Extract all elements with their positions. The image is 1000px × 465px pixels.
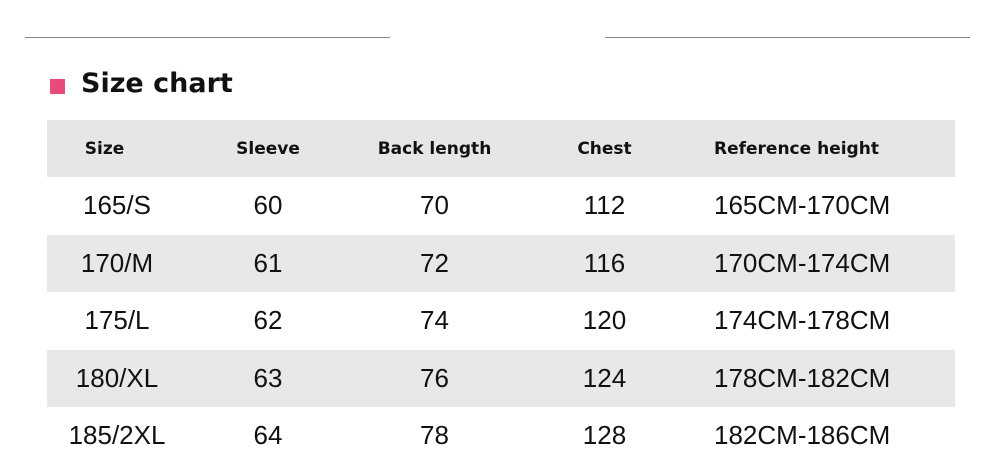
divider-left: [25, 37, 390, 38]
cell-back-length: 70: [420, 190, 449, 221]
header-chest: Chest: [577, 138, 632, 159]
cell-back-length: 72: [420, 247, 449, 278]
cell-back-length: 76: [420, 362, 449, 393]
cell-chest: 128: [582, 420, 627, 451]
cell-sleeve: 63: [253, 362, 283, 393]
table-row: 180/XL 63 76 124 178CM-182CM: [47, 349, 955, 407]
square-bullet-icon: [50, 79, 65, 94]
cell-sleeve: 61: [253, 247, 283, 278]
cell-reference-height: 182CM-186CM: [714, 420, 891, 451]
cell-size: 180/XL: [75, 362, 159, 393]
header-back-length: Back length: [377, 138, 492, 159]
cell-sleeve: 62: [253, 305, 283, 336]
size-table: Size Sleeve Back length Chest Reference …: [47, 120, 955, 465]
cell-chest: 124: [582, 362, 627, 393]
table-row: 170/M 61 72 116 170CM-174CM: [47, 234, 955, 292]
table-row: 175/L 62 74 120 174CM-178CM: [47, 292, 955, 350]
cell-reference-height: 165CM-170CM: [714, 190, 891, 221]
cell-size: 175/L: [84, 305, 150, 336]
cell-size: 165/S: [83, 190, 151, 221]
cell-chest: 112: [583, 190, 626, 221]
header-size: Size: [84, 138, 125, 159]
cell-sleeve: 64: [253, 420, 283, 451]
header-sleeve: Sleeve: [236, 138, 300, 159]
cell-size: 170/M: [80, 247, 154, 278]
cell-chest: 116: [583, 247, 626, 278]
cell-reference-height: 178CM-182CM: [714, 362, 891, 393]
cell-reference-height: 174CM-178CM: [714, 305, 891, 336]
cell-size: 185/2XL: [68, 420, 166, 451]
cell-reference-height: 170CM-174CM: [714, 247, 891, 278]
table-header: Size Sleeve Back length Chest Reference …: [47, 120, 955, 177]
cell-chest: 120: [582, 305, 627, 336]
page-title: Size chart: [81, 68, 233, 99]
header-reference-height: Reference height: [714, 138, 879, 159]
divider-right: [605, 37, 970, 38]
table-row: 185/2XL 64 78 128 182CM-186CM: [47, 407, 955, 465]
cell-back-length: 74: [420, 305, 449, 336]
table-row: 165/S 60 70 112 165CM-170CM: [47, 177, 955, 235]
cell-back-length: 78: [420, 420, 449, 451]
cell-sleeve: 60: [253, 190, 283, 221]
